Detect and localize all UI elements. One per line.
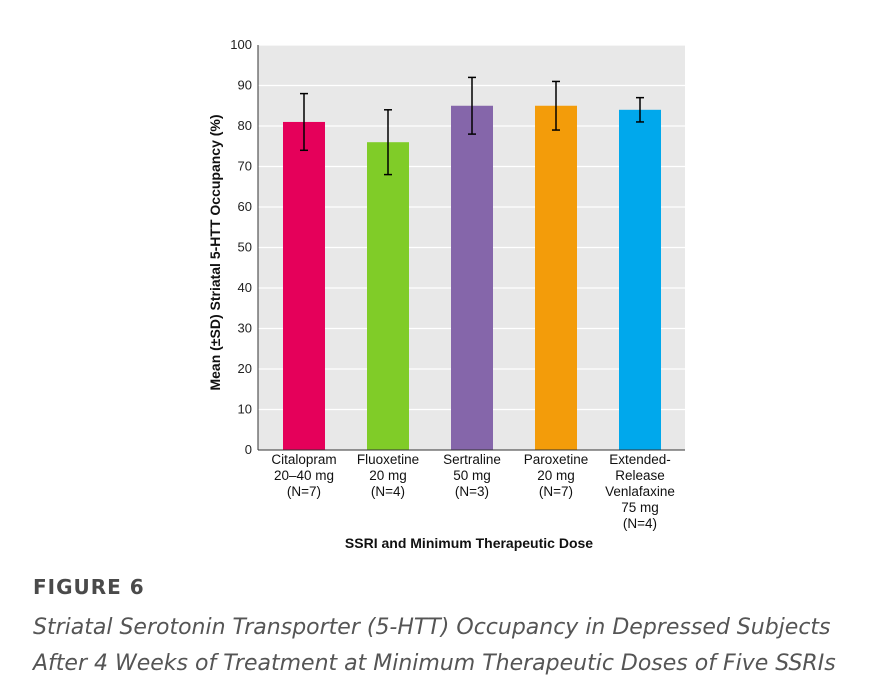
- y-tick-label: 70: [238, 159, 252, 174]
- x-category-label: Sertraline: [443, 452, 501, 467]
- y-tick-label: 40: [238, 280, 252, 295]
- bar: [619, 109, 661, 451]
- error-bar: [636, 96, 644, 123]
- bar: [535, 105, 577, 450]
- x-category-label: (N=4): [371, 484, 405, 499]
- bar: [367, 142, 409, 450]
- bar: [283, 121, 325, 450]
- x-category-label: 20 mg: [537, 468, 575, 483]
- error-bar: [300, 92, 308, 152]
- y-tick-label: 100: [230, 37, 252, 52]
- y-tick-label: 10: [238, 402, 252, 417]
- y-tick-labels: 0 10 20 30 40 50 60 70 80 90 100: [230, 37, 252, 457]
- x-category-label: Fluoxetine: [357, 452, 419, 467]
- x-category-label: 20 mg: [369, 468, 407, 483]
- y-axis-title: Mean (±SD) Striatal 5-HTT Occupancy (%): [207, 114, 223, 390]
- x-category-label: Venlafaxine: [605, 484, 675, 499]
- x-category-label: 20–40 mg: [274, 468, 334, 483]
- y-tick-label: 80: [238, 118, 252, 133]
- y-tick-label: 0: [245, 442, 252, 457]
- y-tick-label: 50: [238, 240, 252, 255]
- error-bar: [552, 80, 560, 131]
- x-category-label: 50 mg: [453, 468, 491, 483]
- x-axis-title: SSRI and Minimum Therapeutic Dose: [345, 535, 593, 551]
- x-category-label: (N=7): [539, 484, 573, 499]
- x-category-label: (N=4): [623, 516, 657, 531]
- x-category-label: Citalopram: [271, 452, 336, 467]
- y-tick-label: 20: [238, 361, 252, 376]
- y-tick-label: 90: [238, 78, 252, 93]
- x-category-label: (N=7): [287, 484, 321, 499]
- figure-caption: Striatal Serotonin Transporter (5-HTT) O…: [33, 610, 883, 682]
- x-category-label: Release: [615, 468, 665, 483]
- y-tick-label: 30: [238, 321, 252, 336]
- x-category-label: 75 mg: [621, 500, 659, 515]
- error-bar: [468, 76, 476, 135]
- bars: [283, 105, 661, 451]
- x-category-label: Paroxetine: [524, 452, 589, 467]
- y-tick-label: 60: [238, 199, 252, 214]
- caption-line-2: After 4 Weeks of Treatment at Minimum Th…: [33, 651, 836, 676]
- x-category-label: (N=3): [455, 484, 489, 499]
- figure-label: FIGURE 6: [33, 575, 145, 599]
- error-bars: [300, 76, 644, 176]
- bar: [451, 105, 493, 450]
- x-category-label: Extended-: [609, 452, 671, 467]
- error-bar: [384, 109, 392, 176]
- caption-line-1: Striatal Serotonin Transporter (5-HTT) O…: [33, 615, 831, 640]
